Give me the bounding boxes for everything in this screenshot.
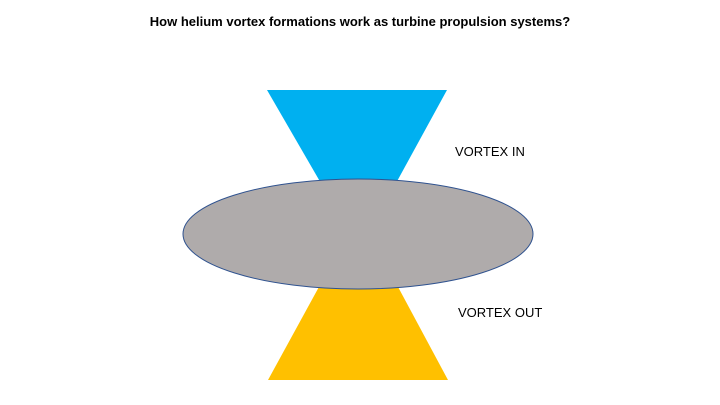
vortex-in-label: VORTEX IN xyxy=(455,144,525,159)
vortex-out-label: VORTEX OUT xyxy=(458,305,543,320)
slide-title: How helium vortex formations work as tur… xyxy=(149,14,571,29)
vortex-in-funnel xyxy=(267,90,447,185)
vortex-out-funnel xyxy=(268,285,448,380)
turbine-disc xyxy=(182,178,534,290)
